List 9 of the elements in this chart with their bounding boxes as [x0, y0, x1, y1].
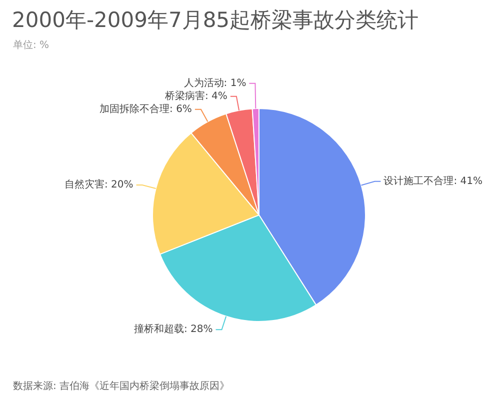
slice-label: 撞桥和超载: 28% [134, 323, 213, 336]
source-note: 数据来源: 吉伯海《近年国内桥梁倒塌事故原因》 [13, 380, 230, 393]
slice-label: 设计施工不合理: 41% [384, 174, 482, 187]
chart-subtitle: 单位: % [13, 38, 50, 52]
slice-label: 自然灾害: 20% [64, 178, 134, 191]
slice-label: 桥梁病害: 4% [164, 90, 228, 102]
slice-label: 人为活动: 1% [184, 77, 246, 89]
chart-title: 2000年-2009年7月85起桥梁事故分类统计 [12, 7, 419, 34]
slice-label: 加固拆除不合理: 6% [100, 103, 192, 115]
